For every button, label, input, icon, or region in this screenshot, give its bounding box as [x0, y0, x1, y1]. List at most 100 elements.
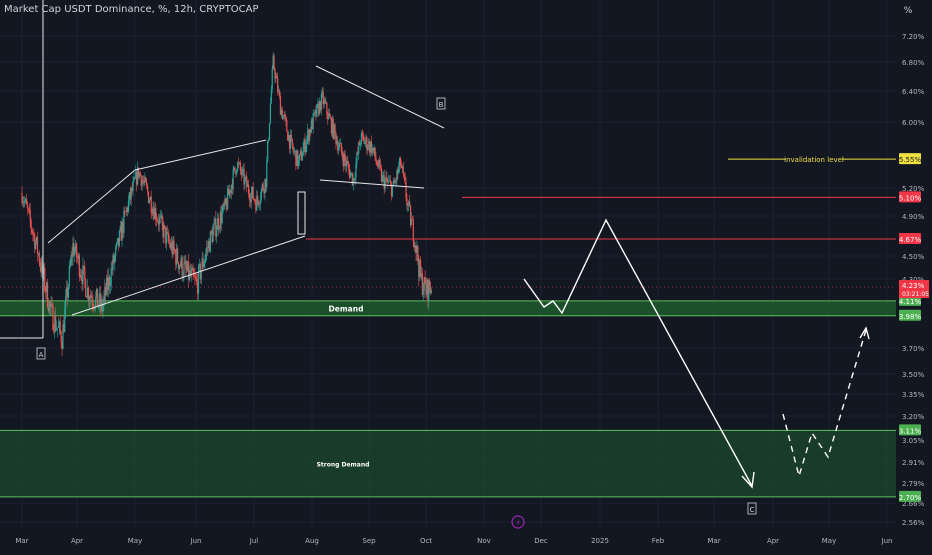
candle-body: [113, 255, 115, 263]
candle-body: [121, 221, 123, 241]
candle-body: [377, 165, 379, 168]
projection-path[interactable]: [523, 218, 753, 487]
candle-body: [370, 141, 373, 154]
candle-body: [224, 198, 226, 207]
candle-body: [225, 198, 227, 204]
projection-dashed-path[interactable]: [782, 329, 867, 479]
candle-body: [420, 273, 423, 278]
candle-body: [402, 166, 404, 174]
candle-body: [93, 305, 95, 308]
candle-body: [283, 114, 285, 116]
candle-body: [99, 293, 101, 308]
candle-body: [320, 93, 322, 111]
resistance-badge-text: 4.67%: [899, 236, 922, 244]
candle-body: [342, 157, 344, 166]
candle-body: [286, 120, 288, 132]
candle-body: [61, 342, 63, 350]
percent-scale-button[interactable]: %: [903, 6, 913, 16]
candle-body: [262, 184, 264, 190]
candle-body: [170, 242, 172, 249]
candle-body: [338, 143, 341, 148]
candle-body: [167, 231, 169, 233]
x-tick-label: May: [128, 537, 142, 545]
candle-body: [400, 165, 403, 168]
candle-body: [409, 205, 412, 226]
zone-demand[interactable]: [0, 300, 896, 316]
zone-strong-demand[interactable]: [0, 430, 896, 497]
candle-body: [24, 201, 26, 203]
candle-body: [209, 231, 211, 252]
candle-body: [269, 103, 272, 124]
candle-body: [240, 170, 242, 176]
candle-body: [70, 254, 72, 265]
candle-body: [96, 288, 98, 297]
candle-body: [72, 243, 74, 258]
y-tick-label: 3.70%: [902, 345, 925, 353]
candle-body: [54, 315, 56, 333]
candle-body: [314, 110, 316, 113]
candle-body: [46, 282, 49, 307]
candle-body: [305, 145, 307, 153]
candle-body: [94, 307, 96, 309]
candle-body: [299, 151, 302, 155]
candle-body: [403, 173, 405, 178]
candle-body: [247, 184, 249, 187]
candle-body: [107, 276, 110, 291]
candle-body: [202, 258, 204, 268]
candle-body: [154, 207, 156, 219]
candle-body: [82, 265, 84, 284]
channel-top-2-line[interactable]: [134, 139, 267, 171]
candle-body: [130, 187, 132, 200]
candle-body: [136, 171, 138, 185]
channel-top-1-line[interactable]: [47, 169, 136, 244]
candle-body: [194, 276, 196, 278]
candle-body: [426, 279, 428, 295]
candle-body: [35, 237, 38, 243]
candle-body: [419, 259, 421, 278]
candle-body: [33, 233, 35, 235]
y-tick-label: 3.35%: [902, 391, 925, 399]
candle-body: [260, 189, 262, 200]
wedge-bottom-line[interactable]: [319, 179, 425, 189]
resistance-badge-text: 5.10%: [899, 194, 922, 202]
wedge-top-line[interactable]: [315, 65, 445, 129]
candle-body: [410, 219, 413, 226]
current-price-badge: [899, 280, 929, 299]
candle-body: [412, 219, 414, 243]
candle-body: [393, 181, 395, 184]
candle-body: [418, 261, 420, 278]
candle-body: [52, 305, 54, 330]
candle-body: [278, 90, 280, 92]
candle-body: [308, 129, 310, 142]
candle-body: [149, 196, 151, 201]
candle-body: [387, 181, 389, 183]
y-tick-label: 2.56%: [902, 519, 925, 527]
candle-body: [198, 263, 201, 267]
x-tick-label: Oct: [420, 537, 432, 545]
candle-body: [126, 207, 128, 212]
wave-label-c: C: [750, 506, 755, 514]
x-tick-label: Dec: [534, 537, 548, 545]
candle-body: [45, 282, 48, 292]
candle-body: [29, 209, 31, 221]
channel-bottom-line[interactable]: [71, 235, 306, 316]
event-icon[interactable]: [511, 515, 525, 529]
candle-body: [300, 151, 302, 161]
resistance-badge: [899, 191, 921, 203]
breakout-box[interactable]: [297, 191, 306, 235]
candle-body: [37, 253, 39, 254]
candle-body: [347, 161, 349, 164]
candle-body: [68, 265, 70, 286]
candle-body: [59, 321, 61, 332]
candle-body: [368, 141, 370, 149]
candle-body: [311, 119, 313, 130]
candle-body: [106, 277, 108, 295]
candle-body: [242, 169, 244, 170]
candle-body: [274, 69, 276, 79]
candle-body: [146, 185, 149, 192]
candle-body: [404, 177, 406, 183]
x-tick-label: Mar: [707, 537, 720, 545]
y-tick-label: 6.00%: [902, 119, 925, 127]
